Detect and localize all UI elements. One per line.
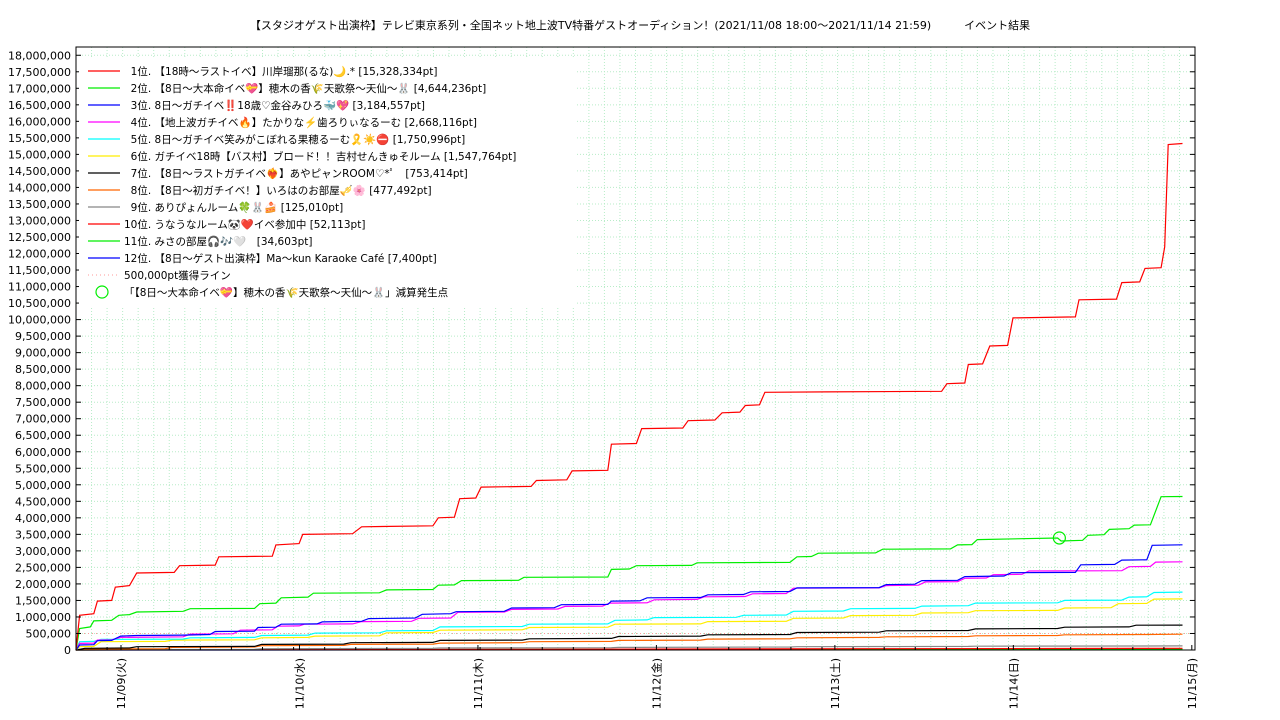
y-tick-label: 3,000,000 xyxy=(15,545,71,558)
legend-background xyxy=(79,57,575,307)
series-line xyxy=(75,591,1183,651)
legend-label: 12位. 【8日〜ゲスト出演枠】Ma〜kun Karaoke Café [7,4… xyxy=(124,252,437,265)
x-axis-ticks: 11/09(火) 11/10(水) 11/11(木) 11/12(金) 11/13(土)… xyxy=(75,645,1199,709)
y-tick-label: 9,000,000 xyxy=(15,347,71,360)
legend-label-threshold: 500,000pt獲得ライン xyxy=(124,269,231,282)
y-tick-label: 11,500,000 xyxy=(8,264,71,277)
y-tick-label: 16,500,000 xyxy=(8,99,71,112)
y-tick-label: 15,000,000 xyxy=(8,148,71,161)
legend-label-marker: 「【8日〜大本命イベ💝】穂木の香🌾天歌祭〜天仙〜🐰」減算発生点 xyxy=(124,286,448,299)
x-tick-label: 11/15(月) xyxy=(1186,658,1199,709)
y-tick-label: 15,500,000 xyxy=(8,132,71,145)
x-tick-label: 11/13(土) xyxy=(829,658,842,709)
y-tick-label: 6,500,000 xyxy=(15,429,71,442)
legend-swatch-marker xyxy=(95,285,109,299)
y-tick-label: 13,000,000 xyxy=(8,214,71,227)
y-tick-label: 0 xyxy=(64,644,71,657)
legend-label: 8位. 【8日〜初ガチイベ！】いろはのお部屋🎺🌸 [477,492pt] xyxy=(124,184,432,197)
y-tick-label: 9,500,000 xyxy=(15,330,71,343)
legend-label: 10位. うなうなルーム🐼❤️イベ参加中 [52,113pt] xyxy=(124,218,365,231)
y-tick-label: 17,500,000 xyxy=(8,66,71,79)
y-tick-label: 1,000,000 xyxy=(15,611,71,624)
y-tick-label: 4,500,000 xyxy=(15,495,71,508)
legend-label: 1位. 【18時〜ラストイベ】川岸瑠那(るな)🌙.* [15,328,334pt… xyxy=(124,65,437,78)
y-tick-label: 10,500,000 xyxy=(8,297,71,310)
y-tick-label: 4,000,000 xyxy=(15,512,71,525)
decrease-marker-circle xyxy=(1052,531,1066,545)
x-tick-label: 11/11(木) xyxy=(472,658,485,709)
series-line xyxy=(75,624,1183,651)
legend-label: 3位. 8日〜ガチイベ‼️18歳♡金谷みひろ🐳💖 [3,184,557pt] xyxy=(124,99,425,112)
series-line xyxy=(75,645,1183,651)
series-line xyxy=(75,544,1183,651)
legend-label: 5位. 8日〜ガチイベ笑みがこぼれる果穂るーむ🎗️☀️⛔️ [1,750,996… xyxy=(124,133,465,146)
y-tick-label: 8,500,000 xyxy=(15,363,71,376)
y-tick-label: 2,500,000 xyxy=(15,561,71,574)
y-tick-label: 6,000,000 xyxy=(15,446,71,459)
y-tick-label: 14,500,000 xyxy=(8,165,71,178)
legend-label: 11位. みさの部屋🎧🎶🤍 [34,603pt] xyxy=(124,235,312,248)
x-tick-label: 11/10(水) xyxy=(293,658,306,709)
y-tick-label: 14,000,000 xyxy=(8,181,71,194)
legend-label: 4位. 【地上波ガチイベ🔥】たかりな⚡️歯ろりぃなるーむ [2,668,116p… xyxy=(124,116,477,129)
legend-label: 7位. 【8日〜ラストガチイベ❤️‍🔥】あやピャンROOM♡*ﾟ [753,41… xyxy=(124,167,468,180)
x-tick-label: 11/14(日) xyxy=(1007,658,1020,709)
y-axis-ticks: 0 500,000 1,000,000 1,500,000 2,000,000 2,500… xyxy=(8,49,1195,657)
legend-label: 9位. ありぴょんルーム🍀🐰🍰 [125,010pt] xyxy=(124,201,343,214)
y-tick-label: 17,000,000 xyxy=(8,82,71,95)
chart-title: 【スタジオゲスト出演枠】テレビ東京系列・全国ネット地上波TV特番ゲストオーディシ… xyxy=(250,18,1030,32)
series-line xyxy=(75,495,1183,651)
y-tick-label: 12,500,000 xyxy=(8,231,71,244)
series-line xyxy=(75,142,1183,651)
series-line xyxy=(75,598,1183,651)
legend-label: 2位. 【8日〜大本命イベ💝】穂木の香🌾天歌祭〜天仙〜🐰 [4,644,236p… xyxy=(124,82,486,95)
y-tick-label: 7,500,000 xyxy=(15,396,71,409)
x-tick-label: 11/12(金) xyxy=(649,658,663,709)
y-tick-label: 500,000 xyxy=(26,627,72,640)
y-tick-label: 11,000,000 xyxy=(8,281,71,294)
legend-label: 6位. ガチイベ18時【バス村】ブロード！！吉村せんきゅそルーム [1,547,… xyxy=(124,150,516,163)
y-tick-label: 8,000,000 xyxy=(15,380,71,393)
legend: 1位. 【18時〜ラストイベ】川岸瑠那(るな)🌙.* [15,328,334pt… xyxy=(79,57,575,307)
y-tick-label: 3,500,000 xyxy=(15,528,71,541)
y-tick-label: 5,000,000 xyxy=(15,479,71,492)
y-tick-label: 18,000,000 xyxy=(8,49,71,62)
y-tick-label: 1,500,000 xyxy=(15,594,71,607)
x-tick-label: 11/09(火) xyxy=(115,658,128,709)
series-line xyxy=(75,633,1183,651)
y-tick-label: 10,000,000 xyxy=(8,314,71,327)
y-tick-label: 16,000,000 xyxy=(8,115,71,128)
y-tick-label: 7,000,000 xyxy=(15,413,71,426)
y-tick-label: 13,500,000 xyxy=(8,198,71,211)
marker xyxy=(1052,531,1066,545)
series-line xyxy=(75,561,1183,651)
y-tick-label: 5,500,000 xyxy=(15,462,71,475)
y-tick-label: 2,000,000 xyxy=(15,578,71,591)
y-tick-label: 12,000,000 xyxy=(8,248,71,261)
